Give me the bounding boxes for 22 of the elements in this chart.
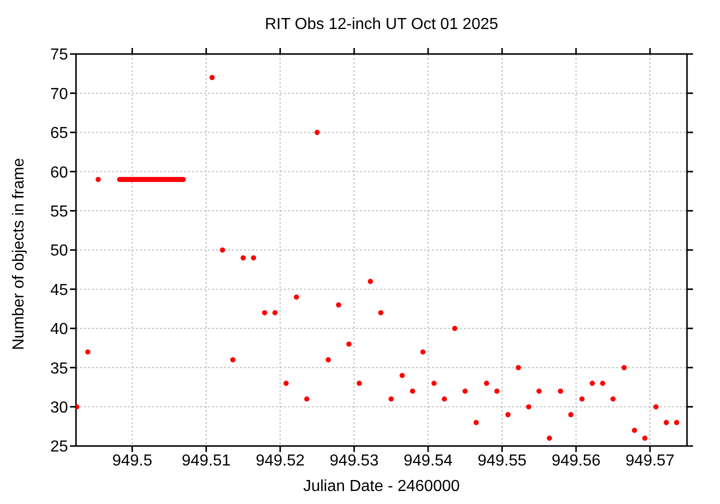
y-tick-label: 25: [50, 438, 68, 456]
x-tick-label: 949.5: [112, 452, 152, 470]
y-tick-label: 75: [50, 46, 68, 64]
y-tick-label: 60: [50, 164, 68, 182]
y-tick-label: 50: [50, 242, 68, 260]
x-tick-label: 949.55: [478, 452, 527, 470]
x-tick-label: 949.53: [330, 452, 379, 470]
y-tick-label: 30: [50, 399, 68, 416]
y-axis-title: Number of objects in frame: [10, 158, 28, 350]
x-axis-title: Julian Date - 2460000: [303, 478, 460, 495]
y-tick-label: 70: [50, 86, 68, 103]
x-tick-label: 949.54: [404, 452, 453, 470]
y-tick-label: 35: [50, 360, 68, 378]
x-tick-label: 949.51: [182, 452, 231, 470]
y-tick-label: 40: [50, 321, 68, 338]
x-tick-label: 949.52: [256, 452, 305, 470]
y-tick-label: 45: [50, 282, 68, 299]
y-tick-label: 65: [50, 125, 68, 142]
y-tick-label: 55: [50, 203, 68, 220]
x-tick-label: 949.56: [552, 452, 601, 470]
chart-title: RIT Obs 12-inch UT Oct 01 2025: [264, 16, 500, 34]
x-tick-label: 949.57: [626, 452, 675, 470]
